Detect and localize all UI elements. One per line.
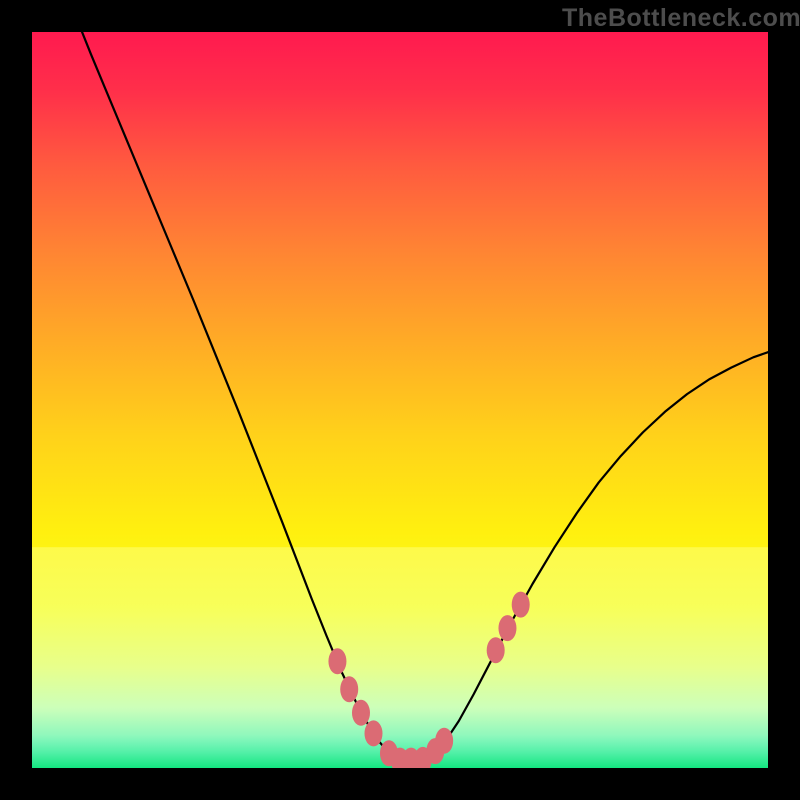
curve-marker xyxy=(328,648,346,674)
curve-marker xyxy=(365,720,383,746)
curve-marker xyxy=(498,615,516,641)
curve-marker xyxy=(340,676,358,702)
watermark-text: TheBottleneck.com xyxy=(562,4,800,33)
plot-area xyxy=(32,32,768,768)
curve-marker xyxy=(512,592,530,618)
curve-marker xyxy=(435,728,453,754)
chart-svg xyxy=(32,32,768,768)
curve-marker xyxy=(487,637,505,663)
curve-marker xyxy=(352,700,370,726)
